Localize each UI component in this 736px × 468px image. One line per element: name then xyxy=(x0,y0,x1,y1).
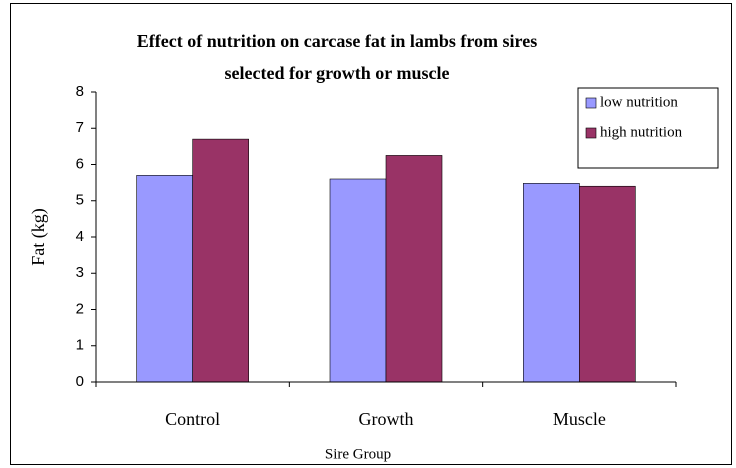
chart-title: Effect of nutrition on carcase fat in la… xyxy=(137,31,537,51)
bar xyxy=(523,183,580,383)
y-tick-label: 3 xyxy=(76,264,84,281)
bar xyxy=(136,175,193,383)
legend-label: low nutrition xyxy=(600,94,678,110)
y-tick-label: 0 xyxy=(76,373,84,390)
y-tick-label: 2 xyxy=(76,300,84,317)
legend-label: high nutrition xyxy=(600,124,683,140)
y-tick-label: 1 xyxy=(76,337,84,354)
y-tick-label: 7 xyxy=(76,119,84,136)
y-tick-label: 5 xyxy=(76,192,84,209)
x-tick-label: Control xyxy=(165,409,220,429)
x-tick-label: Muscle xyxy=(553,409,606,429)
bar xyxy=(329,178,387,383)
y-tick-label: 8 xyxy=(76,83,84,100)
y-axis-label: Fat (kg) xyxy=(28,208,49,266)
x-axis-label: Sire Group xyxy=(325,446,391,462)
y-tick-label: 4 xyxy=(76,228,84,245)
legend-box xyxy=(577,87,719,169)
bar xyxy=(385,155,443,383)
legend-swatch xyxy=(585,97,597,109)
bar xyxy=(579,185,636,383)
y-tick-label: 6 xyxy=(76,155,84,172)
chart-title: selected for growth or muscle xyxy=(225,63,450,83)
legend-swatch xyxy=(585,127,597,139)
x-tick-label: Growth xyxy=(359,409,414,429)
bar xyxy=(192,138,249,383)
